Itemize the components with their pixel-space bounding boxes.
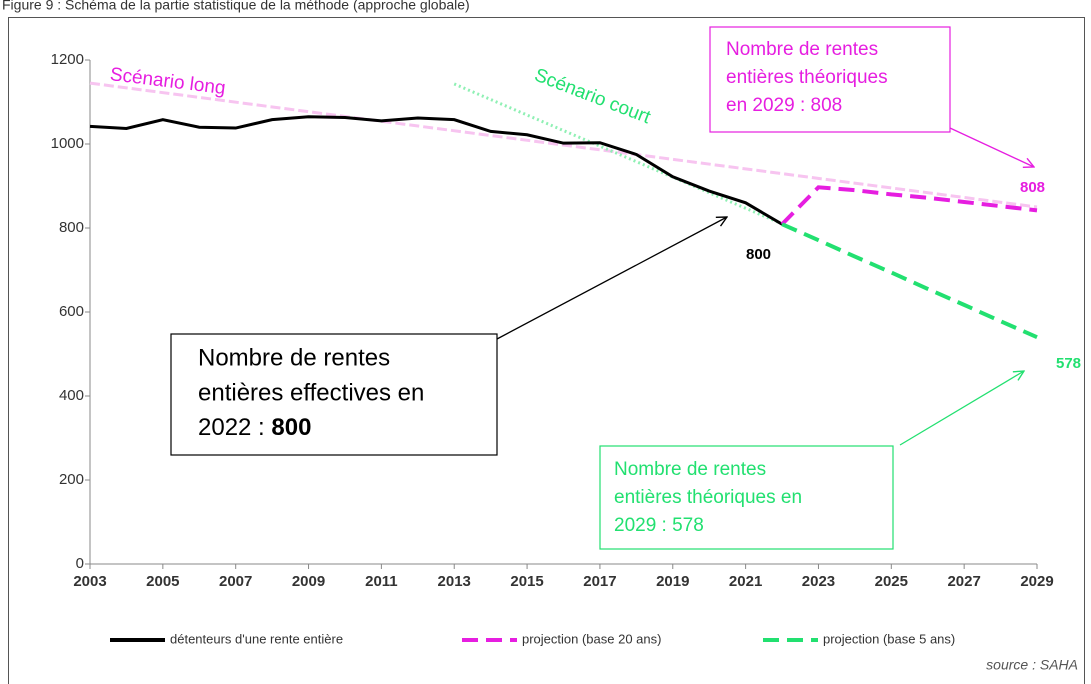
box-text: 2022 : xyxy=(198,414,271,441)
legend-label: détenteurs d'une rente entière xyxy=(170,631,343,646)
x-tick-label: 2029 xyxy=(1020,573,1053,590)
figure-title: Figure 9 : Schéma de la partie statistiq… xyxy=(2,0,470,13)
trend-line xyxy=(89,81,1038,209)
box-text: 2029 : 578 xyxy=(614,515,704,536)
y-tick-label: 600 xyxy=(59,303,84,320)
box-text: Nombre de rentes xyxy=(614,459,766,480)
arrow xyxy=(949,127,1034,167)
x-tick-label: 2005 xyxy=(146,573,179,590)
box-text: entières effectives en xyxy=(198,379,424,406)
frame xyxy=(8,17,1085,684)
x-tick-label: 2017 xyxy=(583,573,616,590)
x-tick-label: 2013 xyxy=(438,573,471,590)
legend-label: projection (base 20 ans) xyxy=(522,631,661,646)
box-text: 2022 : 800 xyxy=(198,414,311,441)
annotation-box xyxy=(599,445,894,550)
series-line xyxy=(780,185,1038,226)
y-tick-label: 400 xyxy=(59,387,84,404)
x-tick-label: 2019 xyxy=(656,573,689,590)
value-annotation: 800 xyxy=(746,246,771,263)
box-text: entières théoriques xyxy=(726,67,888,88)
trend-line xyxy=(453,82,783,226)
arrow xyxy=(899,371,1024,446)
series-line xyxy=(89,115,783,226)
legend-label: projection (base 5 ans) xyxy=(823,631,955,646)
x-tick-label: 2027 xyxy=(947,573,980,590)
value-annotation: 578 xyxy=(1056,355,1081,372)
annotation-box xyxy=(170,333,498,456)
y-tick-label: 200 xyxy=(59,471,84,488)
trend-label: Scénario court xyxy=(531,65,654,129)
source: source : SAHA xyxy=(986,657,1078,673)
box-highlight: 800 xyxy=(271,414,311,441)
box-text: Nombre de rentes xyxy=(198,344,390,371)
box-text: en 2029 : 808 xyxy=(726,95,842,116)
x-tick-label: 2007 xyxy=(219,573,252,590)
x-tick-label: 2003 xyxy=(73,573,106,590)
arrow xyxy=(496,217,727,340)
x-tick-label: 2011 xyxy=(365,573,398,590)
x-tick-label: 2025 xyxy=(875,573,908,590)
value-annotation: 808 xyxy=(1020,179,1045,196)
y-tick-label: 0 xyxy=(76,555,84,572)
y-tick-label: 1000 xyxy=(51,135,84,152)
y-tick-label: 1200 xyxy=(51,51,84,68)
box-text: entières théoriques en xyxy=(614,487,802,508)
x-tick-label: 2023 xyxy=(802,573,835,590)
box-text: Nombre de rentes xyxy=(726,39,878,60)
x-tick-label: 2015 xyxy=(510,573,543,590)
x-tick-label: 2021 xyxy=(729,573,762,590)
y-tick-label: 800 xyxy=(59,219,84,236)
x-tick-label: 2009 xyxy=(292,573,325,590)
series-line xyxy=(781,222,1038,340)
annotation-box xyxy=(709,26,951,133)
